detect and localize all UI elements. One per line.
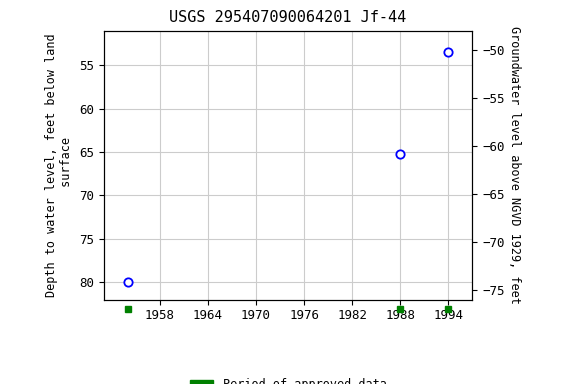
- Y-axis label: Groundwater level above NGVD 1929, feet: Groundwater level above NGVD 1929, feet: [508, 26, 521, 304]
- Y-axis label: Depth to water level, feet below land
 surface: Depth to water level, feet below land su…: [46, 33, 73, 297]
- Title: USGS 295407090064201 Jf-44: USGS 295407090064201 Jf-44: [169, 10, 407, 25]
- Legend: Period of approved data: Period of approved data: [185, 373, 391, 384]
